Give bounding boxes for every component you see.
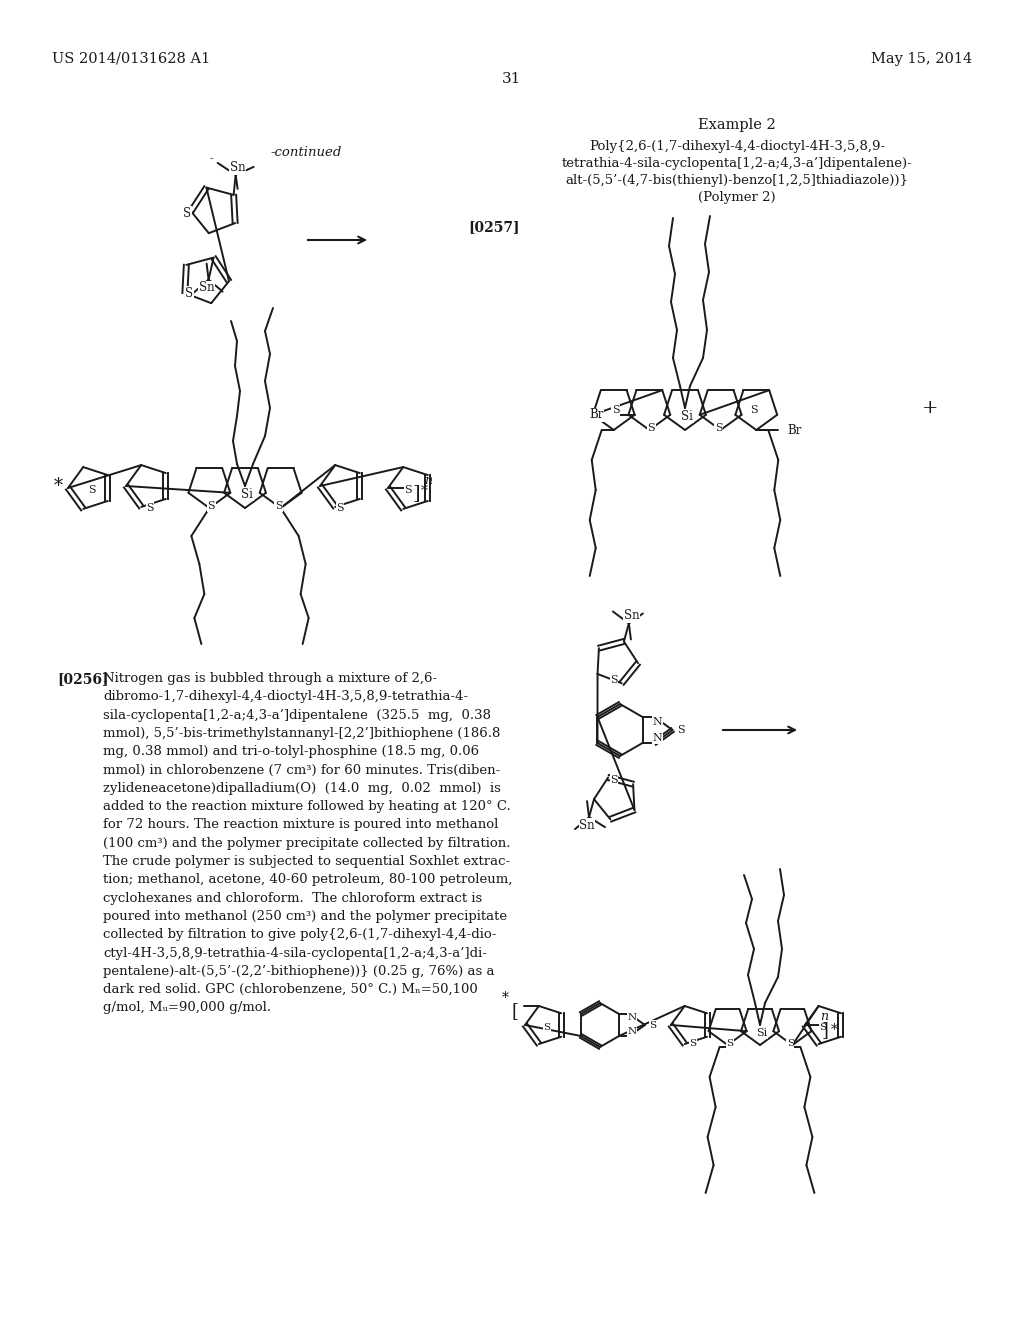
Text: (100 cm³) and the polymer precipitate collected by filtration.: (100 cm³) and the polymer precipitate co… — [103, 837, 511, 850]
Text: S: S — [715, 422, 723, 433]
Text: ctyl-4H-3,5,8,9-tetrathia-4-sila-cyclopenta[1,2-a;4,3-a’]di-: ctyl-4H-3,5,8,9-tetrathia-4-sila-cyclope… — [103, 946, 486, 960]
Text: N: N — [628, 1014, 637, 1023]
Text: Sn: Sn — [199, 281, 214, 294]
Text: mmol) in chlorobenzene (7 cm³) for 60 minutes. Tris(diben-: mmol) in chlorobenzene (7 cm³) for 60 mi… — [103, 763, 501, 776]
Text: S: S — [274, 502, 283, 511]
Text: g/mol, Mᵤ=90,000 g/mol.: g/mol, Mᵤ=90,000 g/mol. — [103, 1002, 271, 1014]
Text: Sn: Sn — [580, 818, 595, 832]
Text: Br: Br — [590, 408, 604, 421]
Text: Example 2: Example 2 — [698, 117, 776, 132]
Text: Si: Si — [241, 487, 253, 500]
Text: tetrathia-4-sila-cyclopenta[1,2-a;4,3-a’]dipentalene)-: tetrathia-4-sila-cyclopenta[1,2-a;4,3-a’… — [561, 157, 912, 170]
Text: ]: ] — [822, 1020, 828, 1039]
Text: added to the reaction mixture followed by heating at 120° C.: added to the reaction mixture followed b… — [103, 800, 511, 813]
Text: [: [ — [512, 1002, 519, 1020]
Text: 31: 31 — [503, 73, 521, 86]
Text: *: * — [830, 1023, 838, 1038]
Text: S: S — [786, 1039, 794, 1048]
Text: S: S — [726, 1039, 733, 1048]
Text: S: S — [184, 286, 193, 300]
Text: S: S — [612, 405, 620, 414]
Text: n: n — [820, 1011, 827, 1023]
Text: collected by filtration to give poly{2,6-(1,7-dihexyl-4,4-dio-: collected by filtration to give poly{2,6… — [103, 928, 497, 941]
Text: Sn: Sn — [624, 609, 640, 622]
Text: poured into methanol (250 cm³) and the polymer precipitate: poured into methanol (250 cm³) and the p… — [103, 909, 507, 923]
Text: -: - — [210, 154, 213, 164]
Text: N: N — [652, 733, 663, 743]
Text: S: S — [610, 675, 617, 685]
Text: S: S — [647, 422, 655, 433]
Text: *: * — [53, 477, 62, 495]
Text: for 72 hours. The reaction mixture is poured into methanol: for 72 hours. The reaction mixture is po… — [103, 818, 499, 832]
Text: [0257]: [0257] — [468, 220, 519, 234]
Text: S: S — [689, 1039, 696, 1048]
Text: S: S — [88, 484, 96, 495]
Text: [0256]: [0256] — [57, 672, 109, 686]
Text: ]: ] — [412, 484, 420, 502]
Text: +: + — [922, 399, 938, 417]
Text: US 2014/0131628 A1: US 2014/0131628 A1 — [52, 51, 210, 66]
Text: S: S — [649, 1020, 656, 1030]
Text: S: S — [183, 207, 191, 219]
Text: mg, 0.38 mmol) and tri-o-tolyl-phosphine (18.5 mg, 0.06: mg, 0.38 mmol) and tri-o-tolyl-phosphine… — [103, 746, 479, 758]
Text: S: S — [751, 405, 758, 414]
Text: May 15, 2014: May 15, 2014 — [870, 51, 972, 66]
Text: Si: Si — [681, 409, 693, 422]
Text: -continued: -continued — [270, 147, 342, 160]
Text: S: S — [336, 503, 344, 513]
Text: S: S — [544, 1023, 551, 1031]
Text: dark red solid. GPC (chlorobenzene, 50° C.) Mₙ=50,100: dark red solid. GPC (chlorobenzene, 50° … — [103, 983, 478, 997]
Text: N: N — [628, 1027, 637, 1036]
Text: S: S — [208, 502, 215, 511]
Text: *: * — [502, 991, 509, 1005]
Text: pentalene)-alt-(5,5’-(2,2’-bithiophene))} (0.25 g, 76%) as a: pentalene)-alt-(5,5’-(2,2’-bithiophene))… — [103, 965, 495, 978]
Text: tion; methanol, acetone, 40-60 petroleum, 80-100 petroleum,: tion; methanol, acetone, 40-60 petroleum… — [103, 874, 512, 886]
Text: Sn: Sn — [229, 161, 246, 174]
Text: S: S — [146, 503, 154, 513]
Text: S: S — [610, 775, 617, 785]
Text: mmol), 5,5’-bis-trimethylstannanyl-[2,2’]bithiophene (186.8: mmol), 5,5’-bis-trimethylstannanyl-[2,2’… — [103, 727, 501, 741]
Text: sila-cyclopenta[1,2-a;4,3-a’]dipentalene  (325.5  mg,  0.38: sila-cyclopenta[1,2-a;4,3-a’]dipentalene… — [103, 709, 490, 722]
Text: Nitrogen gas is bubbled through a mixture of 2,6-: Nitrogen gas is bubbled through a mixtur… — [103, 672, 437, 685]
Text: Si: Si — [757, 1028, 768, 1038]
Text: N: N — [652, 717, 663, 727]
Text: alt-(5,5’-(4,7-bis(thienyl)-benzo[1,2,5]thiadiazole))}: alt-(5,5’-(4,7-bis(thienyl)-benzo[1,2,5]… — [565, 174, 908, 187]
Text: S: S — [677, 725, 684, 735]
Text: S: S — [404, 484, 412, 495]
Text: S: S — [819, 1023, 826, 1031]
Text: The crude polymer is subjected to sequential Soxhlet extrac-: The crude polymer is subjected to sequen… — [103, 855, 510, 869]
Text: (Polymer 2): (Polymer 2) — [698, 191, 776, 205]
Text: *: * — [421, 484, 428, 498]
Text: cyclohexanes and chloroform.  The chloroform extract is: cyclohexanes and chloroform. The chlorof… — [103, 891, 482, 904]
Text: n: n — [424, 474, 432, 487]
Text: dibromo-1,7-dihexyl-4,4-dioctyl-4H-3,5,8,9-tetrathia-4-: dibromo-1,7-dihexyl-4,4-dioctyl-4H-3,5,8… — [103, 690, 468, 704]
Text: Poly{2,6-(1,7-dihexyl-4,4-dioctyl-4H-3,5,8,9-: Poly{2,6-(1,7-dihexyl-4,4-dioctyl-4H-3,5… — [589, 140, 885, 153]
Text: zylideneacetone)dipalladium(O)  (14.0  mg,  0.02  mmol)  is: zylideneacetone)dipalladium(O) (14.0 mg,… — [103, 781, 501, 795]
Text: Br: Br — [787, 424, 802, 437]
